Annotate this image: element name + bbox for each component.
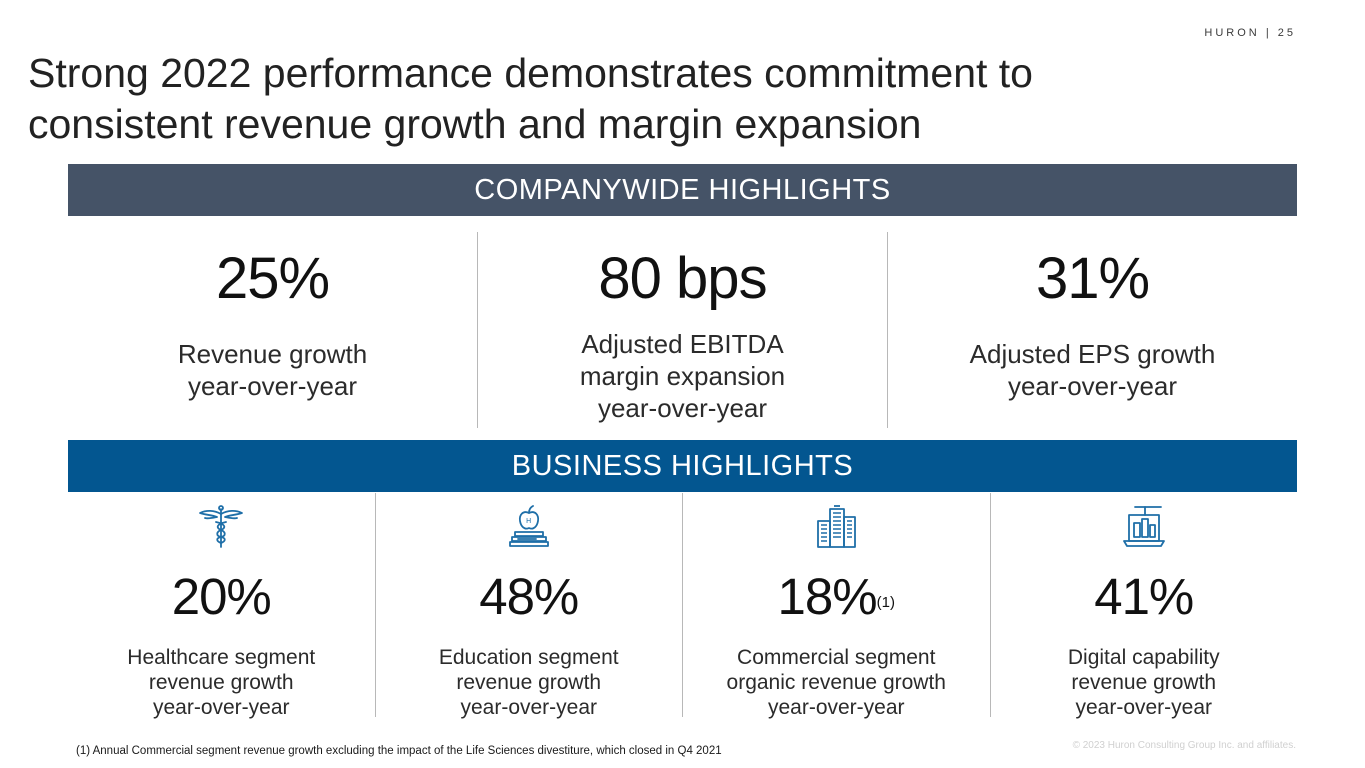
stat-ebitda-margin: 80 bps Adjusted EBITDA margin expansion … <box>477 232 887 428</box>
stat-value: 80 bps <box>598 246 767 311</box>
stat-value: 41% <box>991 567 1298 627</box>
stat-label-line: margin expansion <box>579 361 786 391</box>
stat-commercial: 18%(1) Commercial segment organic revenu… <box>682 493 990 720</box>
stat-label: Education segment revenue growth year-ov… <box>376 645 683 720</box>
brand-separator: | <box>1265 27 1272 39</box>
stat-label-line: Education segment <box>438 646 619 669</box>
footnote: (1) Annual Commercial segment revenue gr… <box>76 745 722 757</box>
stat-label-line: revenue growth <box>456 671 602 694</box>
stat-value: 20% <box>68 567 375 627</box>
stat-value-text: 18% <box>777 568 878 625</box>
stat-value: 31% <box>1035 246 1150 311</box>
slide-title: Strong 2022 performance demonstrates com… <box>28 48 1288 150</box>
stat-label: Commercial segment organic revenue growt… <box>683 645 990 720</box>
stat-value: 25% <box>215 246 330 311</box>
stat-label-line: year-over-year <box>460 696 598 719</box>
stat-label-line: Revenue growth <box>177 339 368 369</box>
stat-label: Adjusted EBITDA margin expansion year-ov… <box>478 328 887 424</box>
page-number: 25 <box>1277 27 1296 39</box>
office-buildings-icon <box>683 493 990 563</box>
stat-value-text: 20% <box>171 568 272 625</box>
stat-label-line: year-over-year <box>152 696 290 719</box>
stat-label: Digital capability revenue growth year-o… <box>991 645 1298 720</box>
brand-page-marker: HURON | 25 <box>1204 27 1296 39</box>
business-highlights-heading: BUSINESS HIGHLIGHTS <box>68 440 1297 492</box>
stat-healthcare: 20% Healthcare segment revenue growth ye… <box>68 493 375 720</box>
stat-label-line: year-over-year <box>767 696 905 719</box>
stat-value-text: 48% <box>479 568 579 625</box>
stat-label-line: organic revenue growth <box>726 671 946 694</box>
stat-value: 18%(1) <box>683 567 990 627</box>
caduceus-icon <box>68 493 375 563</box>
business-stats: 20% Healthcare segment revenue growth ye… <box>68 493 1298 720</box>
footnote-marker: (1) <box>876 594 895 611</box>
stat-label-line: Healthcare segment <box>127 646 316 669</box>
slide-title-line-2: consistent revenue growth and margin exp… <box>28 101 922 147</box>
stat-label-line: year-over-year <box>1007 371 1178 401</box>
apple-books-icon: H <box>376 493 683 563</box>
stat-label-line: Commercial segment <box>737 646 936 669</box>
slide-title-line-1: Strong 2022 performance demonstrates com… <box>28 50 1033 96</box>
stat-label: Healthcare segment revenue growth year-o… <box>68 645 375 720</box>
digital-laptop-icon <box>991 493 1298 563</box>
stat-label: Adjusted EPS growth year-over-year <box>888 338 1297 402</box>
companywide-stats: 25% Revenue growth year-over-year 80 bps… <box>68 232 1297 428</box>
stat-label: Revenue growth year-over-year <box>68 338 477 402</box>
stat-eps-growth: 31% Adjusted EPS growth year-over-year <box>887 232 1297 428</box>
brand-name: HURON <box>1204 27 1260 39</box>
svg-text:H: H <box>526 517 531 525</box>
stat-label-line: Digital capability <box>1067 646 1220 669</box>
stat-label-line: revenue growth <box>1071 671 1217 694</box>
stat-label-line: revenue growth <box>148 671 294 694</box>
stat-label-line: year-over-year <box>187 371 358 401</box>
stat-value-text: 41% <box>1094 568 1194 625</box>
stat-label-line: year-over-year <box>1075 696 1213 719</box>
stat-digital: 41% Digital capability revenue growth ye… <box>989 493 1298 720</box>
stat-education: H 48% Education segment revenue growth y… <box>374 493 683 720</box>
copyright: © 2023 Huron Consulting Group Inc. and a… <box>1072 740 1296 751</box>
stat-label-line: year-over-year <box>597 393 768 423</box>
stat-label-line: Adjusted EBITDA <box>581 329 784 359</box>
stat-value: 48% <box>376 567 683 627</box>
stat-label-line: Adjusted EPS growth <box>969 339 1216 369</box>
companywide-highlights-heading: COMPANYWIDE HIGHLIGHTS <box>68 164 1297 216</box>
stat-revenue-growth: 25% Revenue growth year-over-year <box>68 232 477 428</box>
